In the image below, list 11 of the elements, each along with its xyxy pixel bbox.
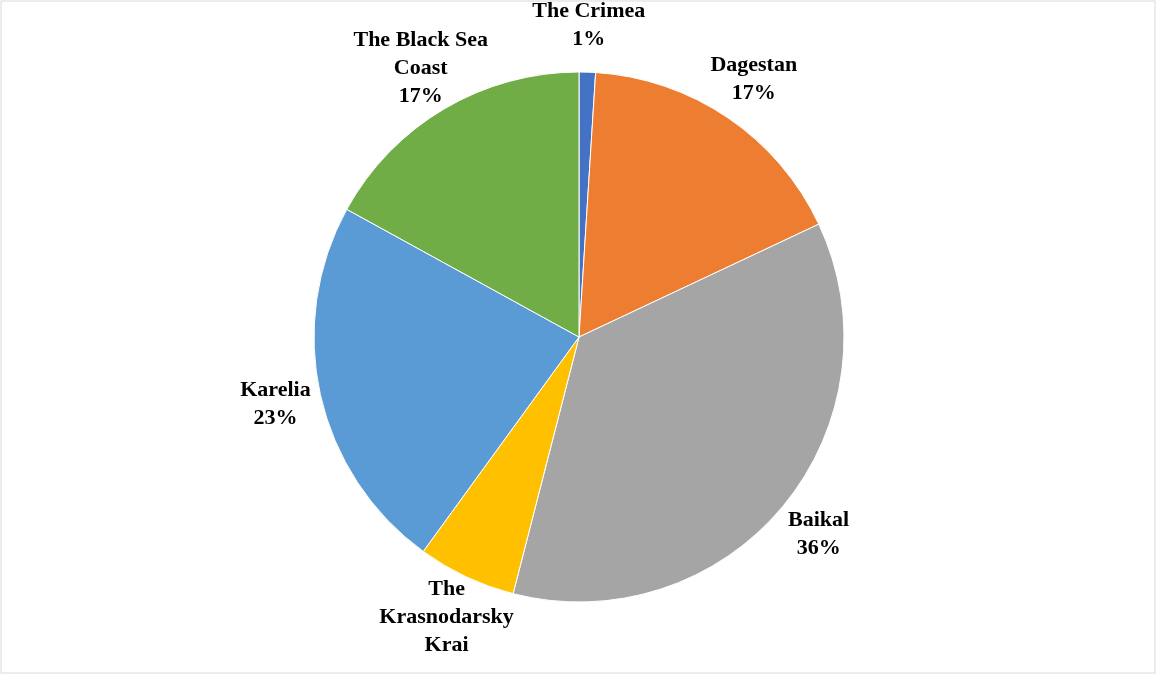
slice-label: The Krasnodarsky Krai — [379, 575, 514, 657]
data-label: 17% — [398, 82, 443, 108]
slice-label: Karelia — [240, 375, 311, 401]
data-label: 23% — [253, 403, 298, 429]
slice-label: The Crimea — [532, 0, 646, 23]
data-label: 36% — [796, 534, 841, 560]
data-label: 1% — [572, 25, 606, 51]
data-label: 17% — [731, 78, 776, 104]
slice-label: Dagestan — [710, 50, 798, 76]
slice-label: The Black Sea Coast — [353, 26, 488, 80]
slice-label: Baikal — [788, 506, 850, 532]
